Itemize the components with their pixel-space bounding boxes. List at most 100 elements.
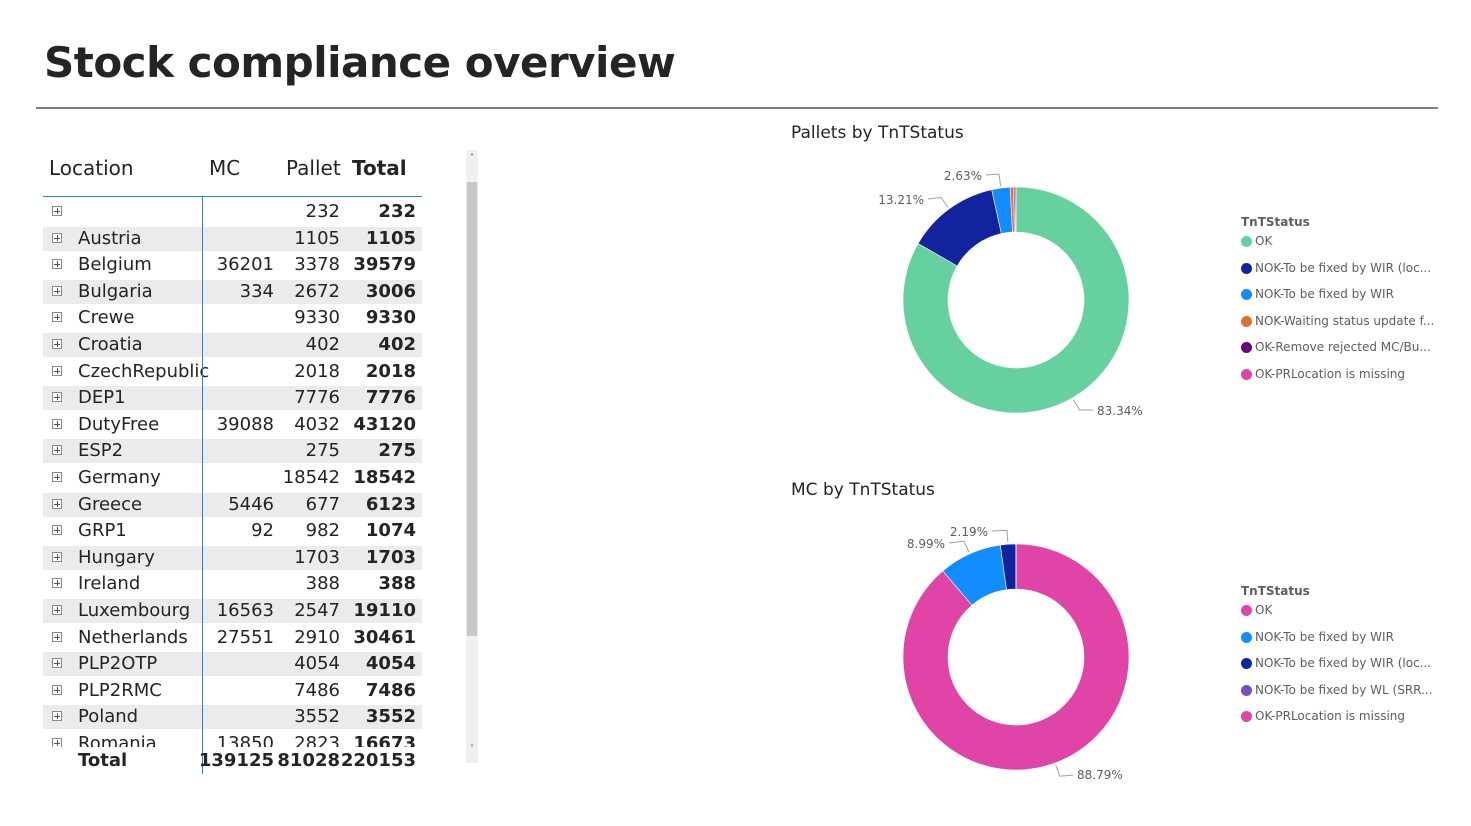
table-row[interactable]: Luxembourg 16563 2547 19110: [43, 599, 422, 623]
location-cell: Romania: [78, 733, 157, 747]
expand-icon[interactable]: [52, 232, 62, 243]
legend-marker-icon: [1241, 342, 1252, 353]
pallet-cell: 232: [305, 201, 340, 222]
total-cell: 1074: [365, 520, 416, 542]
table-row[interactable]: Poland 3552 3552: [43, 705, 422, 730]
total-cell: 2018: [365, 360, 416, 382]
expand-icon[interactable]: [52, 365, 62, 376]
expand-icon[interactable]: [52, 711, 62, 722]
expand-icon[interactable]: [52, 658, 62, 669]
data-label-leader: [927, 196, 949, 208]
legend-item[interactable]: NOK-To be fixed by WIR (loc...: [1241, 261, 1434, 288]
legend-marker-icon: [1241, 289, 1252, 300]
expand-icon[interactable]: [52, 206, 62, 216]
expand-icon[interactable]: [52, 605, 62, 615]
table-row[interactable]: Ireland 388 388: [43, 572, 422, 596]
table-row[interactable]: Hungary 1703 1703: [43, 545, 422, 570]
legend-item[interactable]: NOK-To be fixed by WIR: [1241, 630, 1433, 657]
expand-icon[interactable]: [52, 285, 62, 296]
table-row[interactable]: 232 232: [43, 200, 422, 224]
table-row[interactable]: Greece 5446 677 6123: [43, 492, 422, 517]
location-cell: Crewe: [78, 307, 135, 329]
location-cell: PLP2OTP: [78, 653, 158, 675]
expand-icon[interactable]: [52, 738, 62, 747]
total-cell: 388: [378, 573, 416, 595]
table-row[interactable]: Netherlands 27551 2910 30461: [43, 626, 422, 650]
location-cell: CzechRepublic: [78, 360, 210, 382]
table-row[interactable]: Croatia 402 402: [43, 333, 422, 357]
expand-icon[interactable]: [52, 525, 62, 536]
pallet-cell: 2018: [294, 360, 340, 382]
legend-marker-icon: [1241, 684, 1252, 696]
location-cell: Ireland: [78, 573, 141, 595]
expand-icon[interactable]: [52, 631, 62, 642]
scroll-thumb[interactable]: [467, 182, 477, 636]
legend-item[interactable]: OK: [1241, 603, 1433, 630]
expand-icon[interactable]: [52, 259, 62, 270]
expand-icon[interactable]: [52, 684, 62, 695]
mc-cell: 16563: [216, 600, 274, 621]
matrix-header: Location MC Pallet Total: [43, 150, 422, 197]
table-row[interactable]: ESP2 275 275: [43, 439, 422, 464]
legend-item[interactable]: NOK-To be fixed by WL (SRR...: [1241, 683, 1433, 710]
legend-marker-icon: [1241, 658, 1252, 669]
table-row[interactable]: Romania 13850 2823 16673: [43, 732, 422, 747]
total-cell: 275: [378, 440, 416, 462]
legend-item[interactable]: OK-PRLocation is missing: [1241, 709, 1433, 736]
table-row[interactable]: PLP2RMC 7486 7486: [43, 679, 422, 703]
total-cell: 30461: [353, 626, 416, 648]
total-cell: 232: [378, 201, 416, 222]
donut-slice[interactable]: [1014, 186, 1017, 233]
total-cell: 19110: [353, 600, 416, 621]
header-location[interactable]: Location: [49, 156, 134, 180]
table-row[interactable]: Austria 1105 1105: [43, 226, 422, 251]
mc-cell: 334: [239, 280, 274, 302]
table-row[interactable]: Bulgaria 334 2672 3006: [43, 279, 422, 304]
table-row[interactable]: Crewe 9330 9330: [43, 306, 422, 330]
location-cell: Netherlands: [78, 626, 188, 648]
matrix-scrollbar[interactable]: ˄ ˅: [466, 150, 478, 763]
table-row[interactable]: PLP2OTP 4054 4054: [43, 652, 422, 677]
expand-icon[interactable]: [52, 578, 62, 589]
expand-icon[interactable]: [52, 551, 62, 562]
expand-icon[interactable]: [52, 392, 62, 403]
header-mc[interactable]: MC: [209, 156, 241, 180]
donut-slice[interactable]: [902, 543, 1130, 771]
table-row[interactable]: DutyFree 39088 4032 43120: [43, 413, 422, 437]
data-label: 13.21%: [878, 193, 924, 207]
header-pallet[interactable]: Pallet: [286, 156, 341, 180]
header-total[interactable]: Total: [352, 156, 407, 180]
pallet-cell: 275: [305, 440, 340, 462]
total-cell: 402: [378, 334, 416, 355]
legend-item[interactable]: NOK-To be fixed by WIR: [1241, 287, 1434, 314]
table-row[interactable]: DEP1 7776 7776: [43, 386, 422, 411]
scroll-down-icon[interactable]: ˅: [469, 744, 475, 755]
mc-cell: 13850: [216, 733, 274, 747]
legend-item[interactable]: NOK-Waiting status update f...: [1241, 314, 1434, 341]
expand-icon[interactable]: [52, 339, 62, 349]
total-label: Total: [78, 750, 128, 771]
location-cell: Croatia: [78, 334, 143, 355]
legend-item[interactable]: OK-Remove rejected MC/Bu...: [1241, 340, 1434, 367]
total-cell: 43120: [353, 413, 416, 435]
location-cell: DEP1: [78, 387, 126, 409]
scroll-up-icon[interactable]: ˄: [469, 153, 475, 164]
data-label: 83.34%: [1097, 404, 1143, 418]
total-mc: 139125: [198, 750, 274, 771]
legend-item[interactable]: OK-PRLocation is missing: [1241, 367, 1434, 394]
donut-slice[interactable]: [902, 186, 1130, 414]
expand-icon[interactable]: [52, 472, 62, 482]
legend-item[interactable]: OK: [1241, 234, 1434, 261]
pallet-cell: 18542: [282, 467, 340, 488]
table-row[interactable]: GRP1 92 982 1074: [43, 519, 422, 543]
expand-icon[interactable]: [52, 445, 62, 456]
pallet-cell: 4054: [294, 653, 340, 675]
table-row[interactable]: Germany 18542 18542: [43, 466, 422, 490]
table-row[interactable]: Belgium 36201 3378 39579: [43, 253, 422, 277]
expand-icon[interactable]: [52, 418, 62, 429]
table-row[interactable]: CzechRepublic 2018 2018: [43, 360, 422, 384]
expand-icon[interactable]: [52, 312, 62, 323]
expand-icon[interactable]: [52, 498, 62, 509]
legend-item[interactable]: NOK-To be fixed by WIR (loc...: [1241, 656, 1433, 683]
pallet-cell: 677: [305, 493, 340, 515]
